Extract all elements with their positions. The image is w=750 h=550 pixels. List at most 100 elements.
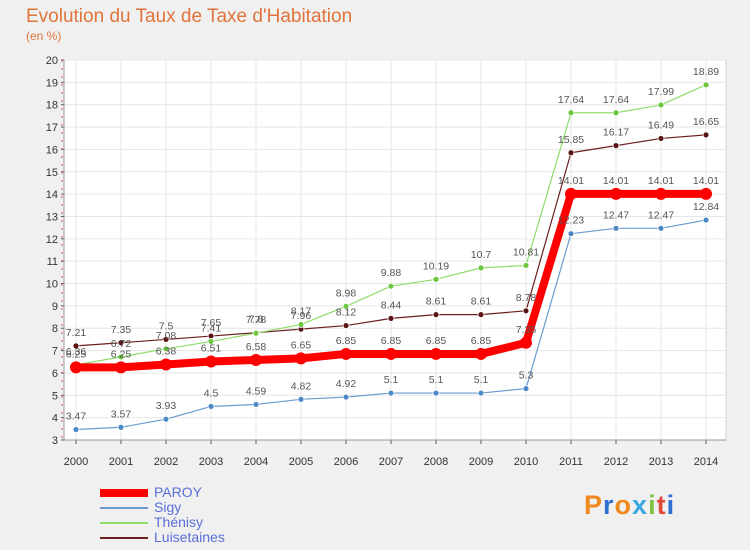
data-point-sigy <box>702 216 710 224</box>
data-label-paroy: 6.65 <box>291 339 312 351</box>
data-label-thenisy: 10.19 <box>423 260 449 272</box>
data-label-sigy: 5.1 <box>384 374 399 386</box>
legend-item-sigy: Sigy <box>100 500 300 515</box>
x-tick-label: 2012 <box>604 456 628 468</box>
data-label-sigy: 3.93 <box>156 400 177 412</box>
grid-lines <box>64 59 726 441</box>
y-tick-label: 11 <box>47 256 58 268</box>
data-point-sigy <box>477 389 485 397</box>
y-tick-label: 7 <box>52 346 58 358</box>
x-tick-label: 2000 <box>64 456 88 468</box>
data-point-luisetaines <box>117 339 125 347</box>
data-label-thenisy: 7.78 <box>246 314 267 326</box>
data-label-paroy: 6.85 <box>381 335 402 347</box>
legend-swatch-sigy <box>100 507 148 509</box>
y-tick-label: 4 <box>52 413 58 425</box>
data-point-thenisy <box>297 321 305 328</box>
legend-swatch-thenisy <box>100 522 148 524</box>
data-label-sigy: 5.1 <box>474 374 489 386</box>
data-point-paroy <box>250 353 262 366</box>
x-axis: 2000 2001 2002 2003 2004 2005 2006 2007 2008 2009… <box>64 439 726 468</box>
data-point-luisetaines <box>477 311 485 319</box>
data-label-paroy: 14.01 <box>558 175 584 187</box>
data-label-paroy: 6.58 <box>246 341 267 353</box>
y-tick-label: 9 <box>52 301 58 313</box>
y-tick-label: 10 <box>46 279 58 291</box>
data-label-paroy: 6.38 <box>156 345 177 357</box>
data-point-thenisy <box>702 81 710 89</box>
logo-letter: r <box>603 490 615 520</box>
logo-letter: t <box>656 490 667 520</box>
data-point-thenisy <box>657 101 665 109</box>
proxiti-logo: Proxiti <box>584 490 675 521</box>
data-label-paroy: 14.01 <box>603 175 629 187</box>
x-tick-label: 2003 <box>199 456 223 468</box>
data-label-sigy: 12.47 <box>648 209 674 221</box>
y-tick-label: 6 <box>52 368 58 380</box>
legend-item-paroy: PAROY <box>100 485 300 500</box>
data-point-luisetaines <box>387 314 395 322</box>
data-label-sigy: 4.59 <box>246 385 267 397</box>
data-label-luisetaines: 7.96 <box>291 310 312 322</box>
data-point-sigy <box>207 403 215 410</box>
data-point-paroy <box>610 187 622 200</box>
data-label-luisetaines: 7.21 <box>66 327 87 339</box>
data-point-thenisy <box>567 109 575 117</box>
data-label-luisetaines: 16.65 <box>693 116 719 128</box>
data-label-paroy: 6.85 <box>336 335 357 347</box>
data-point-sigy <box>252 401 260 408</box>
data-point-thenisy <box>432 275 440 283</box>
y-tick-label: 5 <box>52 390 58 402</box>
data-label-luisetaines: 8.61 <box>471 296 492 308</box>
legend-label-luisetaines: Luisetaines <box>154 529 225 545</box>
x-tick-label: 2006 <box>334 456 358 468</box>
data-label-paroy: 6.25 <box>111 348 132 360</box>
data-label-thenisy: 10.81 <box>513 246 539 258</box>
data-label-thenisy: 17.99 <box>648 86 674 98</box>
data-label-luisetaines: 7.5 <box>159 320 174 332</box>
data-point-luisetaines <box>702 131 710 139</box>
data-point-luisetaines <box>657 135 665 142</box>
data-label-paroy: 6.51 <box>201 343 222 355</box>
x-tick-label: 2002 <box>154 456 178 468</box>
y-tick-label: 18 <box>46 100 58 112</box>
data-point-paroy <box>385 347 397 360</box>
data-point-sigy <box>432 389 440 397</box>
data-label-thenisy: 18.89 <box>693 66 719 78</box>
data-label-paroy: 6.85 <box>471 335 492 347</box>
data-label-thenisy: 6.72 <box>111 338 132 350</box>
logo-letter: o <box>614 490 633 520</box>
data-label-sigy: 12.23 <box>558 215 584 227</box>
data-label-luisetaines: 8.78 <box>516 292 537 304</box>
data-point-sigy <box>657 224 665 232</box>
data-point-paroy <box>520 336 532 349</box>
data-label-paroy: 14.01 <box>648 175 674 187</box>
data-point-sigy <box>387 389 395 397</box>
data-label-paroy: 6.85 <box>426 335 447 347</box>
data-label-thenisy: 7.41 <box>201 322 222 334</box>
x-tick-label: 2009 <box>469 456 493 468</box>
data-point-sigy <box>522 385 530 392</box>
y-tick-label: 8 <box>52 323 58 335</box>
data-point-thenisy <box>612 109 620 117</box>
data-label-paroy: 14.01 <box>693 175 719 187</box>
y-tick-label: 14 <box>46 189 58 201</box>
y-tick-label: 19 <box>46 77 58 89</box>
data-label-luisetaines: 7.8 <box>249 314 264 326</box>
data-point-luisetaines <box>162 336 170 343</box>
data-label-thenisy: 7.08 <box>156 330 177 342</box>
data-label-luisetaines: 7.35 <box>111 324 132 336</box>
data-label-thenisy: 8.98 <box>336 287 357 299</box>
data-label-sigy: 12.47 <box>603 209 629 221</box>
data-label-luisetaines: 7.65 <box>201 317 222 329</box>
data-label-thenisy: 8.17 <box>291 305 312 317</box>
data-point-luisetaines <box>522 307 530 315</box>
data-label-sigy: 4.92 <box>336 378 357 390</box>
data-point-paroy <box>115 361 127 374</box>
data-point-thenisy <box>387 282 395 290</box>
data-label-luisetaines: 16.17 <box>603 127 629 139</box>
legend-item-luisetaines: Luisetaines <box>100 530 300 545</box>
logo-letter: x <box>632 490 649 520</box>
